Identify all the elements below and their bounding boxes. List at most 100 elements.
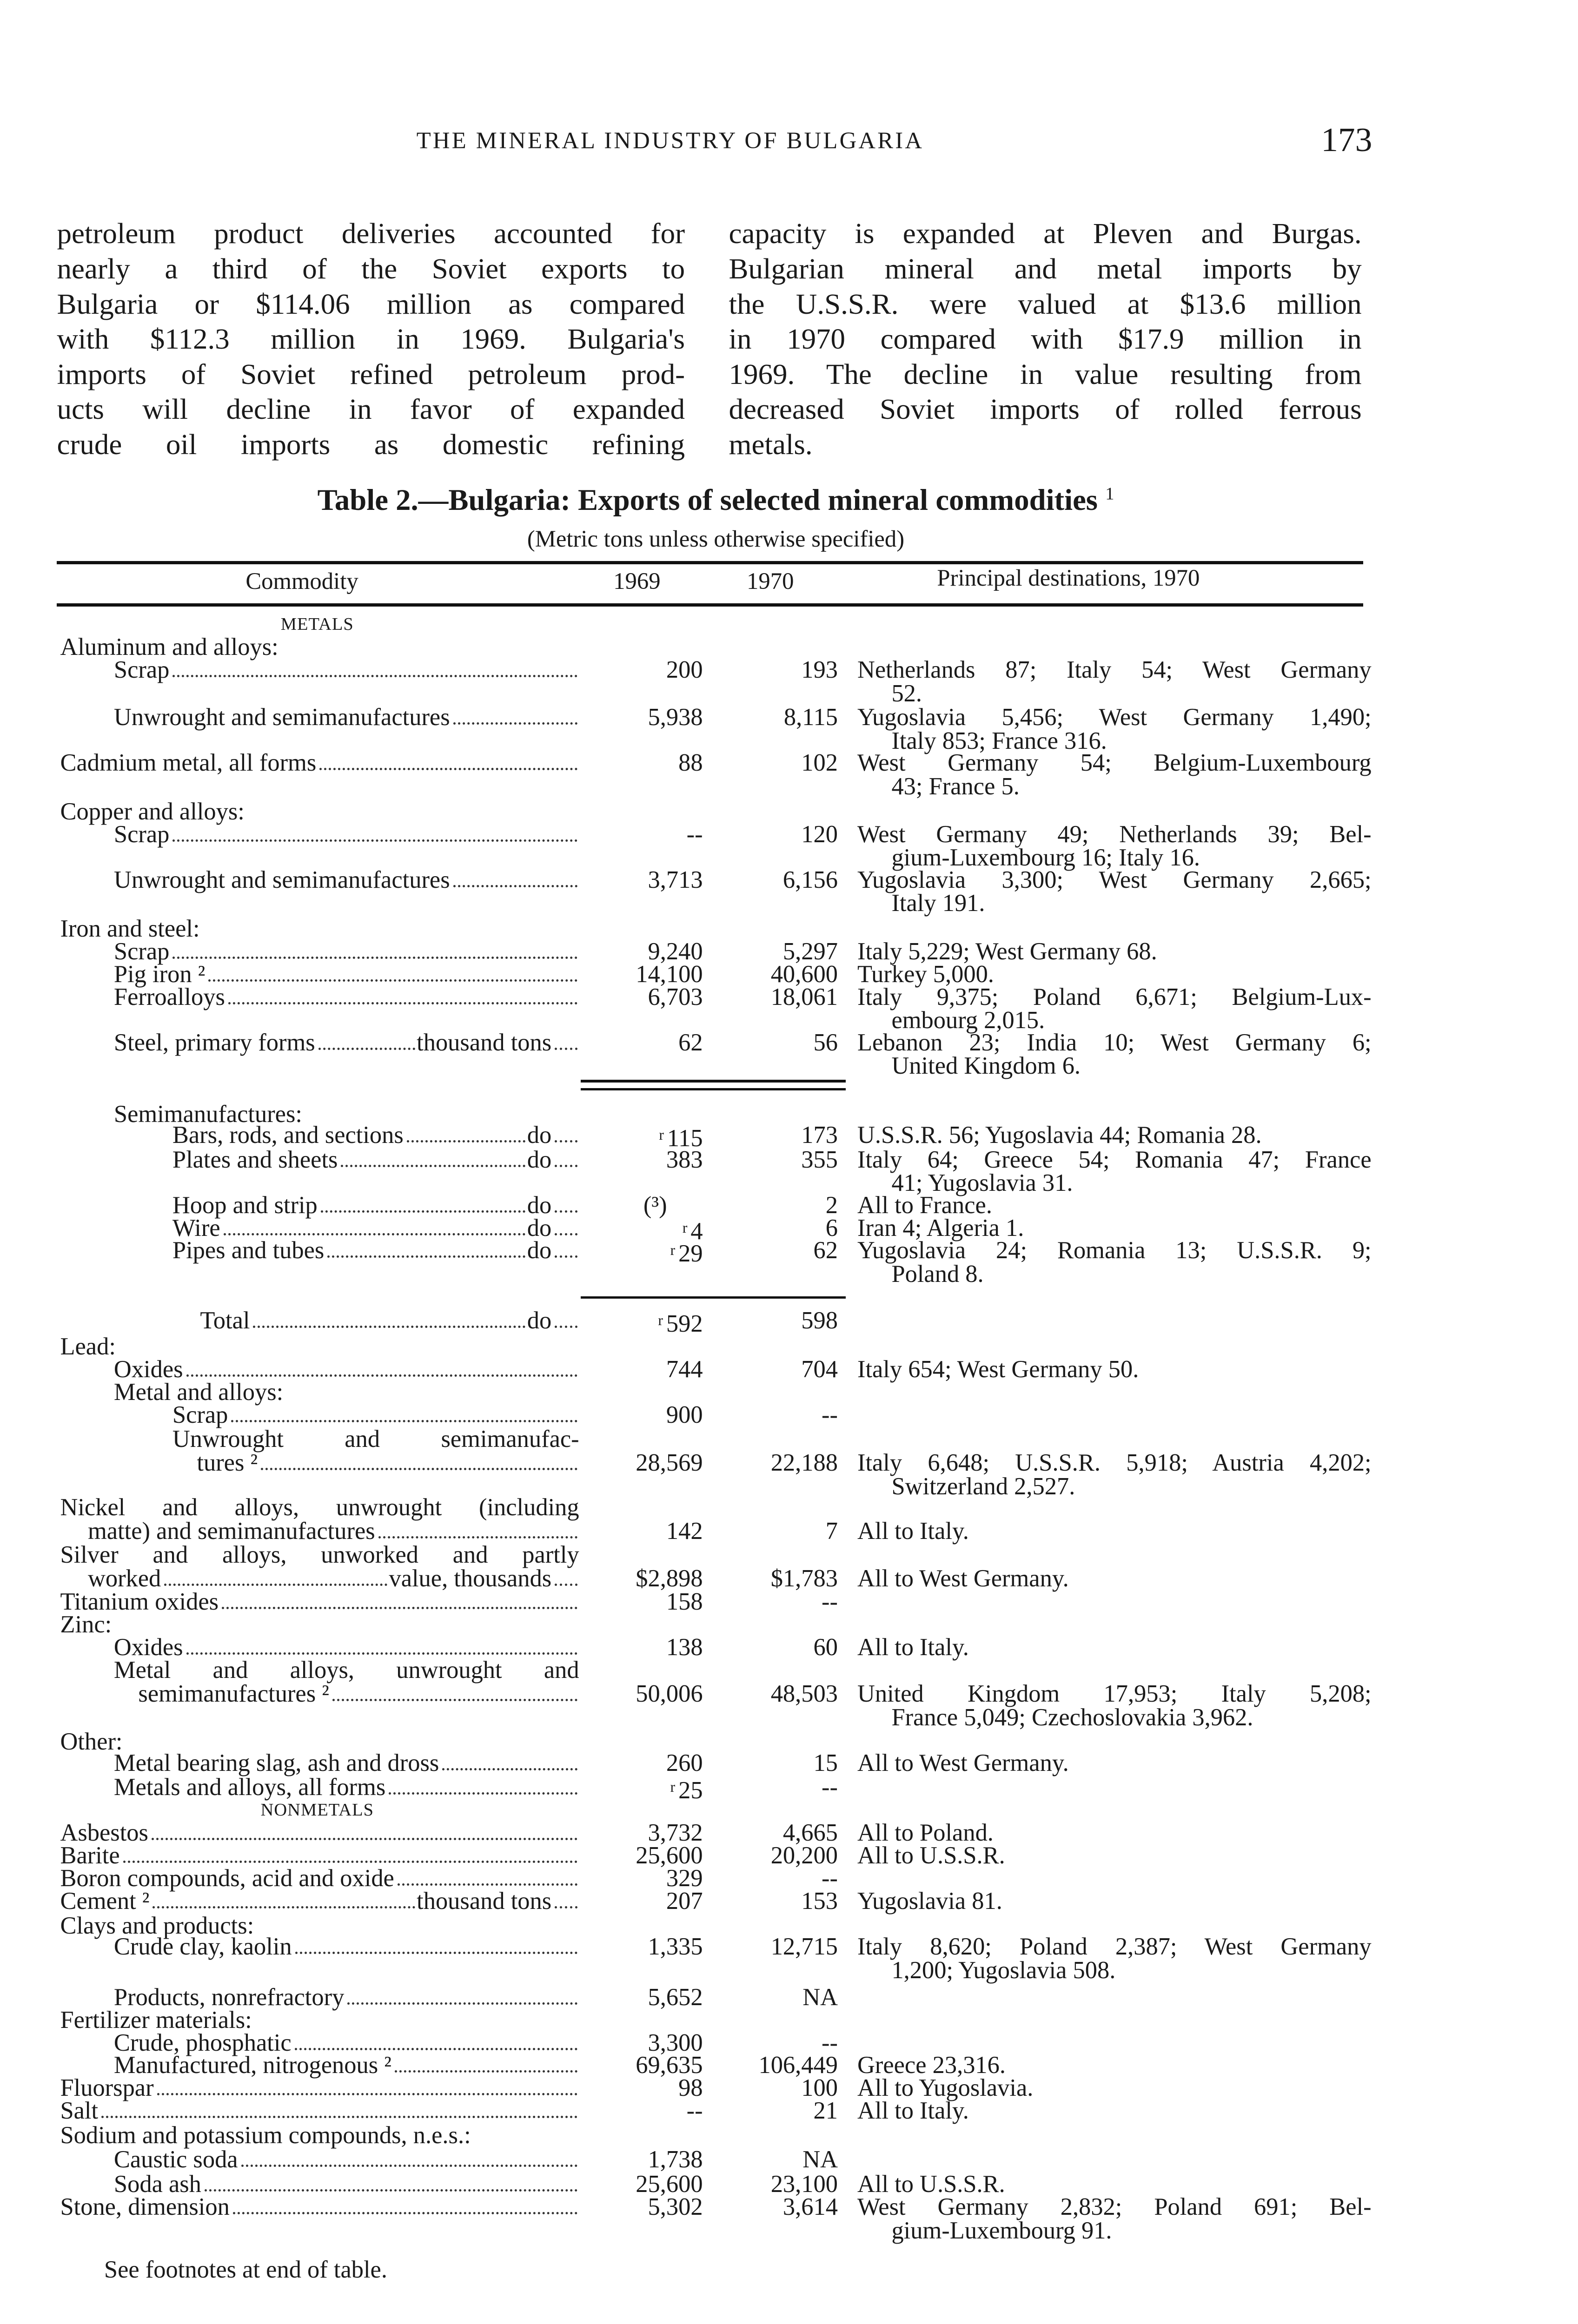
table-row: Nickel and alloys, unwrought (including m… (0, 1495, 1578, 1544)
table-row: Cadmium metal, all forms 88 102 West German… (0, 750, 1578, 798)
principal-destinations: All to Yugoslavia. (857, 2076, 1372, 2100)
destination-line: All to Italy. (857, 1518, 969, 1545)
section-double-rule-bottom (581, 1088, 846, 1091)
commodity-label: Caustic soda (114, 2147, 579, 2172)
value-1969: 25,600 (636, 2170, 703, 2198)
table-title: Table 2.—Bulgaria: Exports of selected m… (0, 483, 1432, 518)
table-row: Oxides 744 704 Italy 654; West Germany 50. (0, 1357, 1578, 1381)
commodity-label: Fertilizer materials: (60, 2007, 579, 2032)
commodity-label: Hoop and strip do (172, 1193, 579, 1217)
destination-line: West Germany 2,832; Poland 691; Bel- (857, 2193, 1372, 2220)
commodity-label: Scrap (172, 1402, 579, 1427)
table-row: Metals and alloys, all forms r 25 -- (0, 1774, 1578, 1803)
table-row: Titanium oxides 158 -- (0, 1590, 1578, 1614)
value-1970: 6,156 (782, 866, 838, 893)
principal-destinations: Italy 64; Greece 54; Romania 47; France 4… (857, 1147, 1372, 1197)
commodity-name: tures ² (197, 1449, 258, 1477)
value-1970: 22,188 (770, 1449, 838, 1477)
table-row: Zinc: (0, 1612, 1578, 1637)
commodity-name: Titanium oxides (60, 1588, 219, 1616)
table-row: Crude, phosphatic 3,300 -- (0, 2029, 1578, 2056)
dot-leader (164, 1583, 387, 1586)
table-row: Salt -- 21 All to Italy. (0, 2099, 1578, 2123)
dot-leader (261, 1468, 578, 1471)
dot-leader (186, 1652, 578, 1655)
principal-destinations: West Germany 49; Netherlands 39; Bel-giu… (857, 822, 1372, 872)
destination-line: Poland 8. (891, 1261, 984, 1288)
value-1970: 355 (801, 1146, 838, 1173)
revised-mark: r (670, 1242, 676, 1259)
value-1970: NA (802, 2146, 838, 2173)
value-1969: 1,335 (648, 1933, 703, 1961)
destination-line: gium-Luxembourg 16; Italy 16. (891, 844, 1200, 872)
commodity-name: Metals and alloys, all forms (113, 1774, 386, 1801)
table-row: Soda ash 25,600 23,100 All to U.S.S.R. (0, 2172, 1578, 2196)
value-1969: 142 (666, 1518, 703, 1545)
unit-label: do (527, 1191, 552, 1219)
dot-leader (347, 2002, 578, 2005)
principal-destinations: Yugoslavia 24; Romania 13; U.S.S.R. 9; Po… (857, 1238, 1372, 1288)
value-1970: -- (822, 1865, 838, 1892)
table-row: Plates and sheets do 383 355 Italy 64; Greec… (0, 1146, 1578, 1195)
page-number: 173 (1321, 120, 1372, 158)
value-1970: 106,449 (758, 2052, 838, 2079)
commodity-name: Crude, phosphatic (113, 2029, 292, 2056)
commodity-label-line: Metal and alloys, unwrought and (113, 1657, 579, 1684)
table-row: Wire do r 4 6 Iran 4; Algeria 1. (0, 1214, 1578, 1243)
dot-leader (389, 1792, 578, 1795)
value-1969: 200 (666, 656, 703, 684)
commodity-name: Plates and sheets (172, 1146, 338, 1173)
commodity-name: Aluminum and alloys: (60, 634, 278, 661)
principal-destinations: Italy 5,229; West Germany 68. (857, 939, 1372, 964)
principal-destinations: All to Italy. (857, 1635, 1372, 1659)
principal-destinations: U.S.S.R. 56; Yugoslavia 44; Romania 28. (857, 1123, 1372, 1147)
destination-line: Greece 23,316. (857, 2052, 1006, 2079)
commodity-name: Hoop and strip (172, 1191, 318, 1219)
value-1970: 8,115 (783, 703, 838, 731)
value-1970: 18,061 (770, 983, 838, 1010)
destination-line: Italy 654; West Germany 50. (857, 1355, 1139, 1383)
commodity-label: Unwrought and semimanufactures (114, 705, 579, 729)
dot-leader (555, 1047, 578, 1050)
commodity-label: tures ² (197, 1451, 579, 1475)
table-row: Scrap 900 -- (0, 1402, 1578, 1427)
dot-leader (101, 2116, 578, 2119)
value-1969: 260 (666, 1749, 703, 1776)
dot-leader (294, 2047, 578, 2050)
destination-line: Switzerland 2,527. (891, 1472, 1075, 1500)
value-1969: 329 (666, 1865, 703, 1892)
commodity-name: Copper and alloys: (60, 798, 245, 825)
destination-line: 41; Yugoslavia 31. (891, 1169, 1073, 1197)
principal-destinations: Yugoslavia 81. (857, 1889, 1372, 1913)
principal-destinations: Turkey 5,000. (857, 962, 1372, 986)
commodity-label: Titanium oxides (60, 1590, 579, 1614)
principal-destinations: West Germany 2,832; Poland 691; Bel-gium… (857, 2193, 1372, 2243)
commodity-label: Total do (200, 1308, 579, 1333)
destination-line: France 5,049; Czechoslovakia 3,962. (891, 1703, 1253, 1731)
dot-leader (327, 1255, 526, 1258)
principal-destinations: Yugoslavia 3,300; West Germany 2,665; Ita… (857, 868, 1372, 916)
table-row: Fluorspar 98 100 All to Yugoslavia. (0, 2076, 1578, 2100)
dot-leader (295, 1952, 578, 1954)
section-double-rule-top (581, 1080, 846, 1083)
dot-leader (320, 1210, 526, 1213)
commodity-label: Cadmium metal, all forms (60, 750, 579, 775)
table-row: Hoop and strip do (³) 2 All to France. (0, 1193, 1578, 1217)
footnote-reference: See footnotes at end of table. (104, 2256, 387, 2284)
revised-mark: r (682, 1219, 688, 1236)
table-title-footnote: 1 (1105, 484, 1114, 504)
section-heading: METALS (280, 614, 354, 634)
table-row: Ferroalloys 6,703 18,061 Italy 9,375; Polan… (0, 983, 1578, 1032)
commodity-label: Barite (60, 1843, 579, 1868)
dot-leader (157, 2093, 578, 2096)
commodity-label: Wire do (172, 1214, 579, 1241)
commodity-name: Sodium and potassium compounds, n.e.s.: (60, 2121, 471, 2149)
commodity-name: Pig iron ² (113, 960, 206, 988)
value-1969: 138 (666, 1634, 703, 1661)
commodity-label: Manufactured, nitrogenous ² (114, 2053, 579, 2078)
column-header-destinations: Principal destinations, 1970 (937, 565, 1200, 591)
commodity-name: Wire (172, 1214, 220, 1241)
dot-leader (453, 885, 578, 887)
value-1969: 50,006 (636, 1680, 703, 1707)
commodity-label: Ferroalloys (114, 984, 579, 1009)
